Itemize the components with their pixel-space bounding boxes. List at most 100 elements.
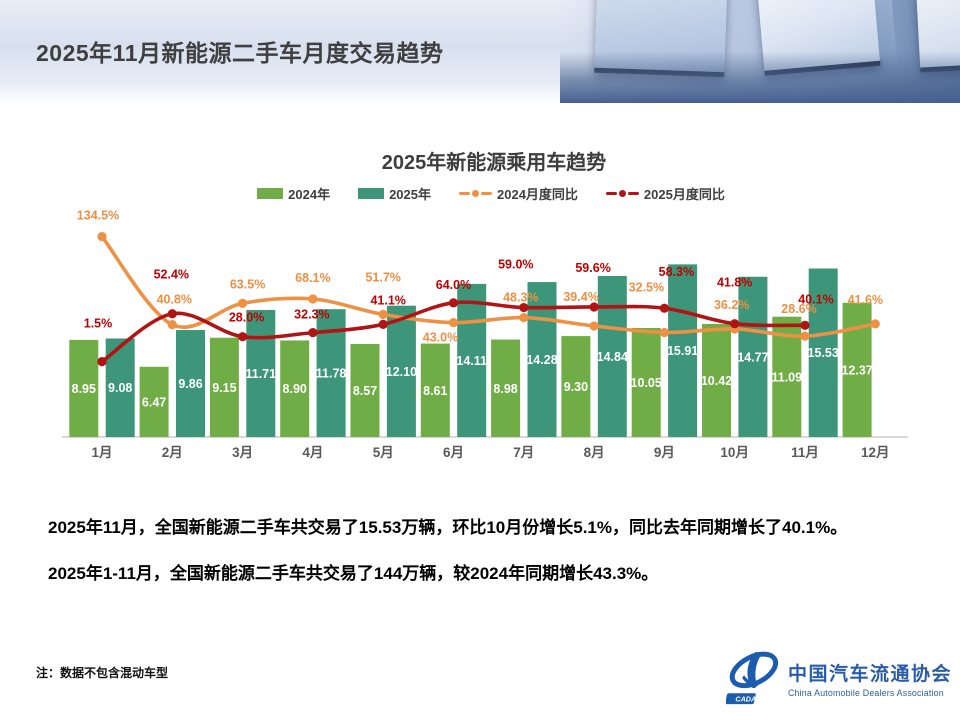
- month-label: 7月: [513, 445, 534, 460]
- bar-value-label: 11.09: [772, 370, 803, 384]
- yoy-2024-value-label: 51.7%: [365, 270, 400, 284]
- bar-2024年-8月: [561, 336, 591, 437]
- month-label: 11月: [791, 445, 819, 460]
- chart-legend: 2024年 2025年 2024月度同比 2025月度同比: [0, 184, 960, 203]
- yoy-2025-value-label: 59.0%: [498, 258, 533, 272]
- yoy-2024-value-label: 63.5%: [230, 277, 265, 291]
- month-label: 12月: [861, 445, 890, 460]
- yoy-2024-value-label: 36.2%: [714, 298, 749, 312]
- bar-value-label: 11.78: [316, 367, 347, 381]
- month-label: 6月: [443, 445, 464, 460]
- legend-item-2025-yoy-line: 2025月度同比: [605, 184, 725, 203]
- cada-logo: CADA 中国汽车流通协会 China Automobile Dealers A…: [725, 648, 952, 708]
- yoy-2025-point: [519, 302, 529, 313]
- bar-value-label: 8.61: [423, 384, 447, 398]
- summary-line-1: 2025年11月，全国新能源二手车共交易了15.53万辆，环比10月份增长5.1…: [48, 518, 848, 537]
- legend-item-2025-bars: 2025年: [358, 184, 431, 203]
- yoy-2025-point: [308, 328, 318, 338]
- month-label: 4月: [302, 445, 323, 460]
- bar-value-label: 10.05: [631, 376, 662, 390]
- bar-value-label: 12.10: [386, 365, 417, 379]
- bar-value-label: 9.86: [178, 377, 202, 391]
- bar-value-label: 10.42: [701, 374, 732, 388]
- header: 2025年11月新能源二手车月度交易趋势: [0, 0, 960, 103]
- bar-value-label: 9.15: [212, 381, 236, 395]
- yoy-2024-point: [308, 294, 318, 304]
- bar-value-label: 14.11: [456, 354, 487, 368]
- bar-2025年-6月: [457, 283, 487, 437]
- month-label: 2月: [162, 445, 183, 460]
- yoy-2025-point: [730, 319, 740, 329]
- yoy-2024-point: [97, 231, 107, 242]
- bar-value-label: 11.71: [246, 367, 277, 381]
- legend-label: 2024月度同比: [497, 187, 578, 202]
- bar-2025年-5月: [386, 305, 416, 437]
- month-label: 1月: [91, 445, 112, 460]
- cada-logo-text: 中国汽车流通协会 China Automobile Dealers Associ…: [788, 659, 952, 698]
- yoy-2024-value-label: 28.6%: [781, 302, 816, 316]
- yoy-2025-value-label: 28.0%: [229, 311, 264, 325]
- yoy-2025-value-label: 32.3%: [294, 308, 329, 322]
- bar-value-label: 14.84: [597, 350, 628, 364]
- bar-2025年-9月: [668, 264, 698, 437]
- bar-2024年-7月: [491, 339, 521, 437]
- month-label: 8月: [584, 445, 605, 460]
- yoy-2024-point: [378, 309, 388, 320]
- bar-value-label: 9.30: [564, 380, 588, 394]
- yoy-2024-point: [448, 317, 459, 328]
- bar-value-label: 14.28: [526, 353, 557, 367]
- legend-label: 2025年: [389, 187, 431, 202]
- trend-chart: 8.95 9.08 1月 6.47 9.86 2月 9.15 11.71 3月 8.90 11.78…: [62, 209, 908, 460]
- yoy-2025-point: [448, 298, 459, 308]
- yoy-2025-value-label: 58.3%: [659, 265, 694, 279]
- bar-2025年-2月: [176, 330, 205, 437]
- bar-value-label: 6.47: [142, 395, 166, 409]
- bar-value-label: 8.98: [493, 382, 517, 396]
- yoy-2025-value-label: 52.4%: [154, 268, 189, 282]
- month-label: 10月: [720, 445, 749, 460]
- floor-shadow: [560, 51, 960, 103]
- footnote: 注：数据不包含混动车型: [36, 666, 169, 680]
- legend-label: 2024年: [288, 187, 331, 202]
- month-label: 5月: [373, 445, 394, 460]
- bar-2024年-6月: [420, 343, 450, 437]
- yoy-2025-point: [589, 302, 599, 312]
- bar-2024年-10月: [702, 323, 731, 437]
- yoy-2025-value-label: 64.0%: [436, 278, 471, 292]
- yoy-2025-point: [800, 320, 810, 330]
- yoy-2025-point: [97, 356, 107, 367]
- legend-item-2024-bars: 2024年: [257, 184, 330, 203]
- page-title: 2025年11月新能源二手车月度交易趋势: [36, 40, 444, 66]
- bar-2024年-4月: [280, 340, 310, 437]
- summary-line-2: 2025年1-11月，全国新能源二手车共交易了144万辆，较2024年同期增长4…: [48, 564, 659, 584]
- bar-value-label: 8.90: [283, 382, 307, 396]
- bar-value-label: 15.53: [808, 346, 839, 360]
- yoy-2024-value-label: 48.3%: [503, 291, 538, 305]
- yoy-2025-point: [378, 319, 388, 329]
- logo-name-cn: 中国汽车流通协会: [787, 663, 952, 685]
- yoy-2025-point: [238, 332, 248, 342]
- yoy-2024-value-label: 134.5%: [77, 209, 119, 223]
- bar-2024年-3月: [209, 337, 239, 437]
- bar-value-label: 12.37: [841, 363, 872, 377]
- legend-label: 2025月度同比: [643, 187, 725, 202]
- bar-value-label: 15.91: [667, 344, 698, 358]
- bar-value-label: 8.57: [353, 384, 377, 398]
- yoy-2024-point: [800, 331, 810, 341]
- yoy-2025-value-label: 1.5%: [84, 317, 113, 331]
- bar-2024年-9月: [631, 327, 661, 437]
- bar-value-label: 9.08: [108, 381, 132, 395]
- bar-2025年-8月: [597, 275, 627, 437]
- month-label: 3月: [232, 445, 253, 460]
- cada-logo-icon: CADA: [725, 651, 779, 705]
- legend-swatch-2025: [358, 188, 385, 199]
- bar-value-label: 14.77: [737, 350, 768, 364]
- yoy-2024-value-label: 68.1%: [295, 271, 330, 285]
- yoy-2024-value-label: 41.6%: [848, 293, 883, 307]
- yoy-2024-point: [659, 327, 670, 338]
- bar-value-label: 8.95: [72, 382, 96, 396]
- legend-swatch-2024: [257, 188, 284, 199]
- yoy-2024-value-label: 32.5%: [629, 280, 664, 294]
- yoy-2024-value-label: 39.4%: [563, 290, 598, 304]
